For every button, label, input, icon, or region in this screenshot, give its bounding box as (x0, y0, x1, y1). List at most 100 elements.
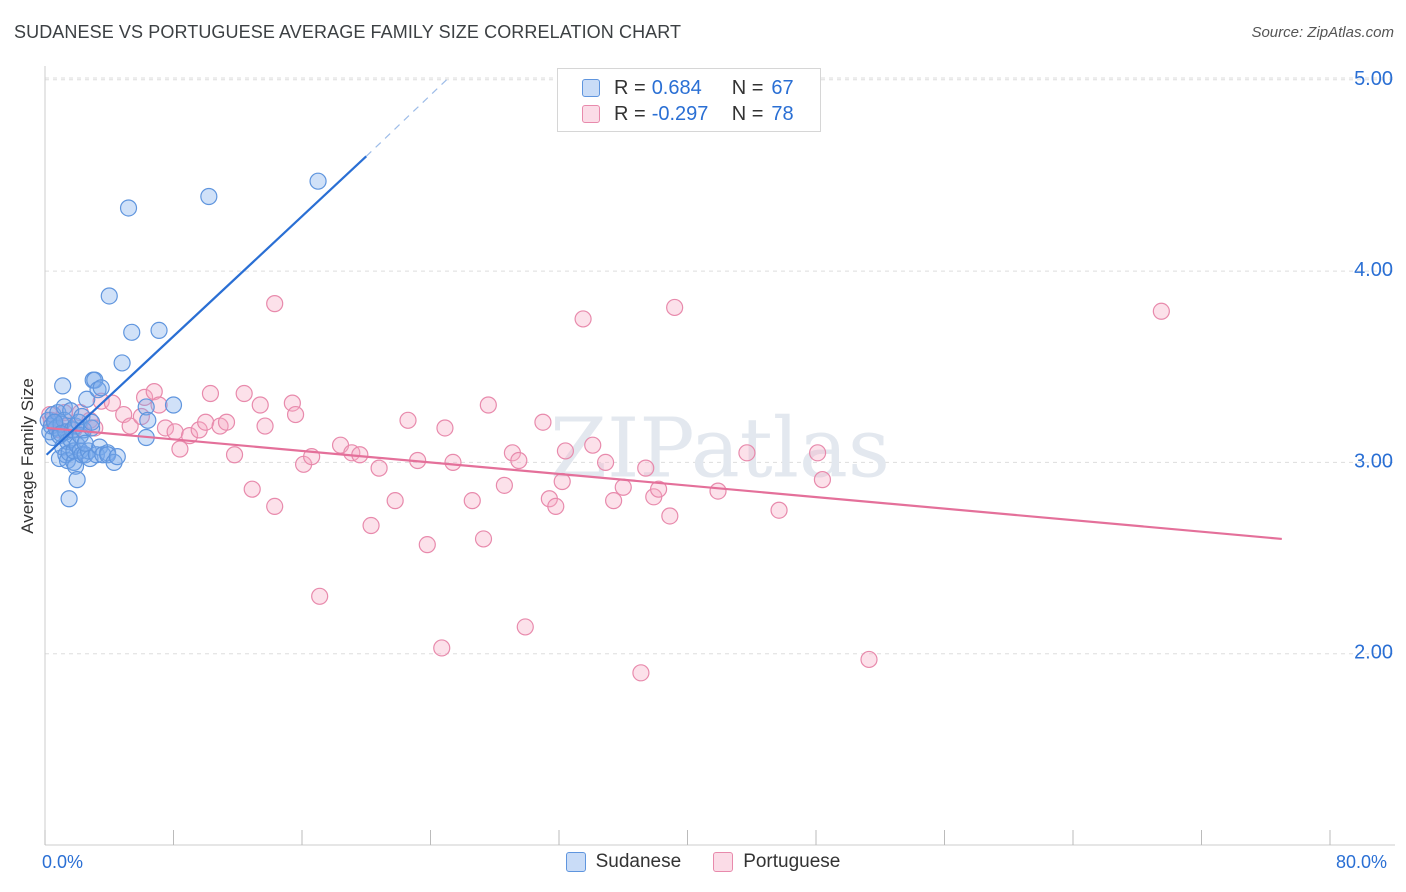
portuguese-point (145, 383, 163, 401)
sudanese-point (139, 411, 157, 429)
portuguese-swatch (713, 852, 734, 872)
y-axis-label: Average Family Size (18, 378, 37, 534)
n-label: N = (731, 102, 764, 125)
n-value: 78 (771, 102, 794, 125)
portuguese-point (637, 459, 655, 477)
portuguese-point (574, 310, 592, 328)
portuguese-point (444, 453, 462, 471)
y-tick-label: 3.00 (1354, 450, 1393, 472)
sudanese-point (119, 199, 138, 217)
portuguese-point (738, 444, 756, 462)
portuguese-point (150, 396, 168, 414)
legend-item-sudanese: Sudanese (565, 851, 682, 873)
portuguese-point (709, 482, 727, 500)
sudanese-point (54, 377, 72, 395)
x-tick-max: 80.0% (1336, 852, 1388, 872)
sudanese-point (137, 398, 155, 416)
legend-row-sudanese: R = 0.684 N = 67 (582, 77, 794, 99)
sudanese-point (113, 354, 131, 372)
portuguese-point (311, 587, 329, 605)
portuguese-point (463, 492, 481, 510)
sudanese-point (164, 396, 183, 414)
portuguese-point (516, 618, 534, 636)
portuguese-point (156, 419, 175, 437)
sudanese-point (150, 321, 168, 340)
portuguese-point (474, 530, 493, 548)
legend-row-portuguese: R = -0.297 N = 78 (582, 103, 794, 125)
portuguese-point (286, 405, 305, 424)
portuguese-point (1152, 302, 1170, 320)
sudanese-swatch (582, 79, 600, 97)
portuguese-point (553, 472, 571, 491)
source-label: Source: ZipAtlas.com (1251, 24, 1394, 41)
portuguese-point (584, 436, 602, 454)
portuguese-point (433, 639, 451, 657)
portuguese-point (243, 480, 261, 498)
sudanese-point (108, 448, 126, 466)
sudanese-point (200, 187, 218, 206)
portuguese-point (103, 394, 122, 412)
sudanese-point (60, 490, 78, 508)
portuguese-point (596, 453, 615, 471)
portuguese-points (41, 295, 1170, 682)
portuguese-point (436, 419, 454, 437)
y-tick-label: 4.00 (1354, 259, 1393, 281)
gridlines (45, 77, 1395, 655)
portuguese-point (547, 497, 565, 515)
sudanese-point (100, 287, 118, 305)
r-label: R = (614, 102, 646, 125)
r-value: 0.684 (651, 76, 702, 99)
portuguese-point (632, 664, 650, 682)
x-tick-min: 0.0% (42, 852, 84, 872)
portuguese-point (813, 471, 832, 489)
sudanese-point (76, 434, 94, 452)
portuguese-point (370, 459, 388, 477)
portuguese-point (201, 384, 220, 403)
portuguese-point (614, 478, 632, 496)
legend-label: Portuguese (743, 851, 841, 872)
portuguese-point (605, 492, 623, 510)
portuguese-point (197, 413, 215, 431)
r-label: R = (614, 76, 646, 99)
portuguese-swatch (582, 105, 600, 123)
sudanese-point (309, 172, 327, 190)
portuguese-point (217, 413, 236, 431)
sudanese-swatch (565, 852, 586, 872)
sudanese-point (68, 471, 86, 489)
n-value: 67 (771, 76, 794, 99)
portuguese-point (479, 396, 497, 414)
sudanese-point (78, 390, 96, 408)
sudanese-point (92, 379, 110, 397)
portuguese-point (666, 298, 684, 317)
portuguese-point (860, 650, 878, 669)
series-legend: Sudanese Portuguese (0, 851, 1406, 873)
n-label: N = (731, 76, 764, 99)
stats-legend: R = 0.684 N = 67 R = -0.297 N = 78 (557, 68, 821, 132)
portuguese-point (661, 507, 679, 525)
axes (44, 66, 1395, 846)
portuguese-point (495, 476, 513, 494)
trend-lines (45, 79, 1282, 541)
portuguese-point (510, 451, 528, 470)
portuguese-point (256, 417, 274, 435)
y-tick-labels: 2.00 3.00 4.00 5.00 (1354, 68, 1393, 664)
portuguese-point (171, 440, 189, 458)
portuguese-point (534, 413, 552, 431)
sudanese-point (123, 323, 141, 341)
legend-item-portuguese: Portuguese (713, 851, 840, 873)
portuguese-trend-line (46, 426, 1282, 541)
y-tick-label: 2.00 (1354, 642, 1393, 664)
portuguese-point (770, 501, 788, 519)
sudanese-point (73, 407, 91, 426)
legend-label: Sudanese (595, 851, 682, 872)
portuguese-point (251, 396, 269, 414)
portuguese-point (235, 384, 253, 403)
portuguese-point (399, 411, 417, 429)
portuguese-point (556, 442, 575, 460)
chart-title: SUDANESE VS PORTUGUESE AVERAGE FAMILY SI… (14, 22, 682, 42)
portuguese-point (266, 295, 284, 313)
portuguese-point (362, 516, 380, 535)
portuguese-point (225, 446, 244, 464)
portuguese-point (809, 444, 827, 462)
